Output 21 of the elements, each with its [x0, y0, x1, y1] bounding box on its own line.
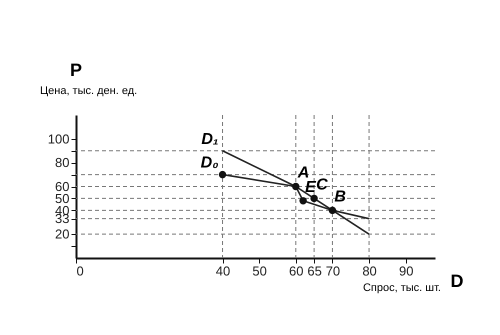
annotation: B: [334, 188, 346, 206]
annotation: C: [316, 176, 328, 194]
text: D: [450, 271, 464, 291]
annotation: A: [296, 164, 310, 182]
x-tick-label: 90: [398, 264, 414, 278]
x-tick-label: 40: [216, 264, 230, 278]
x-tick-label: 60: [289, 264, 304, 278]
text: P: [70, 60, 82, 80]
y-tick-label: 20: [55, 226, 70, 242]
y-axis-title: Цена, тыс. ден. ед.: [40, 85, 138, 97]
x-axis-title: Спрос, тыс. шт.: [362, 282, 441, 294]
x-tick-label: 65: [307, 264, 322, 278]
x-tick-label: 70: [326, 264, 340, 278]
annotation: E: [305, 178, 318, 196]
series-label: D₁: [201, 130, 219, 148]
y-tick-label: 80: [55, 155, 70, 170]
series-label: D₀: [200, 154, 219, 172]
x-tick-label: 80: [362, 264, 377, 278]
y-tick-label: 100: [48, 131, 70, 146]
x-tick-label: 0: [76, 264, 84, 278]
x-tick-label: 50: [252, 264, 267, 278]
